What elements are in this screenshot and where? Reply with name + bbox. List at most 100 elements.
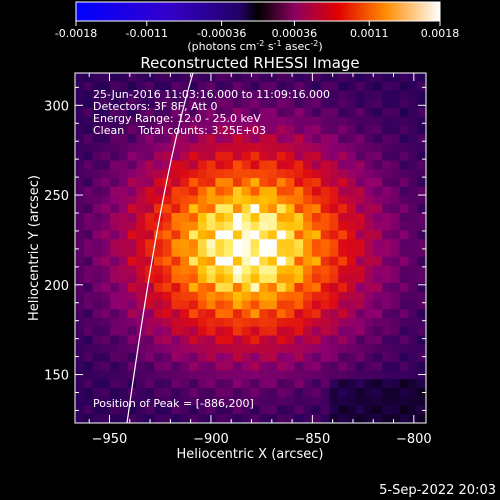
heatmap-cell — [399, 90, 409, 100]
heatmap-cell — [268, 318, 278, 328]
colorbar-tick-label: 0.0018 — [421, 27, 460, 40]
heatmap-cell — [364, 221, 374, 231]
heatmap-cell — [408, 274, 418, 284]
annotation-clean-counts: Clean Total counts: 3.25E+03 — [93, 124, 266, 137]
heatmap-cell — [189, 396, 199, 406]
heatmap-cell — [373, 169, 383, 179]
heatmap-cell — [153, 396, 164, 406]
heatmap-cell — [364, 344, 374, 354]
heatmap-cell — [206, 143, 216, 153]
heatmap-cell — [197, 396, 208, 406]
heatmap-cell — [127, 81, 137, 91]
heatmap-cell — [259, 326, 269, 336]
heatmap-cell — [390, 116, 401, 126]
heatmap-cell — [127, 396, 137, 406]
heatmap-cell — [311, 274, 322, 284]
heatmap-cell — [110, 291, 120, 301]
heatmap-cell — [276, 414, 287, 423]
heatmap-cell — [92, 326, 102, 336]
heatmap-cell — [399, 125, 409, 135]
heatmap-cell — [197, 134, 208, 144]
heatmap-cell — [118, 239, 129, 249]
heatmap-cell — [180, 414, 190, 423]
heatmap-cell — [329, 169, 339, 179]
heatmap-cell — [338, 239, 348, 249]
heatmap-cell — [153, 335, 164, 345]
heatmap-cell — [241, 108, 251, 118]
heatmap-cell — [136, 414, 146, 423]
heatmap-cell — [180, 204, 190, 214]
heatmap-cell — [268, 361, 278, 371]
heatmap-cell — [285, 291, 295, 301]
heatmap-cell — [92, 370, 102, 380]
heatmap-cell — [276, 90, 287, 100]
heatmap-cell — [276, 379, 287, 389]
heatmap-cell — [101, 90, 111, 100]
heatmap-cell — [276, 116, 287, 126]
heatmap-cell — [364, 414, 374, 423]
heatmap-cell — [162, 239, 172, 249]
heatmap-cell — [399, 81, 409, 91]
heatmap-cell — [145, 213, 155, 223]
x-tick-label: −900 — [193, 432, 229, 447]
heatmap-cell — [285, 143, 295, 153]
heatmap-cell — [162, 361, 172, 371]
heatmap-cell — [347, 318, 357, 328]
heatmap-cell — [399, 213, 409, 223]
heatmap-cell — [215, 335, 225, 345]
heatmap-cell — [145, 221, 155, 231]
heatmap-cell — [215, 379, 225, 389]
heatmap-cell — [276, 318, 287, 328]
heatmap-cell — [145, 405, 155, 415]
heatmap-cell — [303, 186, 313, 196]
heatmap-cell — [127, 143, 137, 153]
heatmap-cell — [206, 335, 216, 345]
heatmap-cell — [215, 353, 225, 363]
heatmap-cell — [347, 370, 357, 380]
heatmap-cell — [206, 186, 216, 196]
heatmap-cell — [338, 283, 348, 293]
heatmap-cell — [75, 414, 85, 423]
heatmap-cell — [250, 256, 260, 266]
heatmap-cell — [180, 186, 190, 196]
heatmap-cell — [241, 344, 251, 354]
heatmap-cell — [311, 160, 322, 170]
heatmap-cell — [92, 300, 102, 310]
heatmap-cell — [259, 361, 269, 371]
heatmap-cell — [180, 361, 190, 371]
heatmap-cell — [197, 204, 208, 214]
heatmap-cell — [390, 414, 401, 423]
heatmap-cell — [83, 396, 93, 406]
heatmap-cell — [153, 81, 164, 91]
heatmap-cell — [92, 125, 102, 135]
heatmap-cell — [153, 344, 164, 354]
heatmap-cell — [250, 143, 260, 153]
heatmap-cell — [153, 283, 164, 293]
heatmap-cell — [232, 248, 243, 258]
heatmap-cell — [110, 73, 120, 83]
heatmap-cell — [110, 239, 120, 249]
heatmap-cell — [329, 108, 339, 118]
heatmap-cell — [347, 335, 357, 345]
heatmap-cell — [303, 388, 313, 398]
heatmap-cell — [110, 361, 120, 371]
heatmap-cell — [303, 160, 313, 170]
heatmap-cell — [180, 116, 190, 126]
heatmap-cell — [127, 213, 137, 223]
heatmap-cell — [399, 318, 409, 328]
heatmap-cell — [215, 388, 225, 398]
heatmap-cell — [153, 248, 164, 258]
heatmap-cell — [373, 116, 383, 126]
heatmap-cell — [162, 143, 172, 153]
heatmap-cell — [355, 318, 365, 328]
heatmap-cell — [373, 405, 383, 415]
heatmap-cell — [320, 195, 330, 205]
heatmap-cell — [268, 160, 278, 170]
heatmap-cell — [136, 160, 146, 170]
heatmap-cell — [162, 178, 172, 188]
heatmap-cell — [232, 318, 243, 328]
heatmap-cell — [399, 160, 409, 170]
heatmap-cell — [171, 81, 181, 91]
heatmap-cell — [215, 361, 225, 371]
heatmap-cell — [408, 248, 418, 258]
